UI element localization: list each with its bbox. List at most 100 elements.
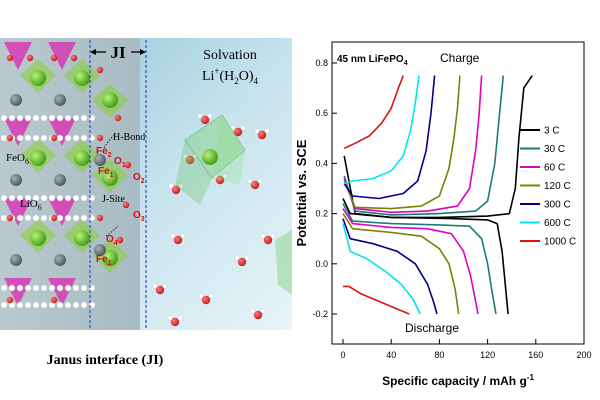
oxygen-site	[24, 114, 32, 122]
oxygen-atom	[96, 214, 104, 222]
oxygen-site	[8, 114, 16, 122]
oxygen-atom	[96, 66, 104, 74]
lithium-atom	[74, 70, 90, 86]
legend-label: 30 C	[544, 144, 565, 155]
oxygen-site	[64, 301, 72, 309]
feo6-octahedron	[4, 42, 32, 70]
oxygen-site	[40, 214, 48, 222]
ji-label: JI	[110, 43, 126, 62]
ji-arrow: JI	[90, 43, 146, 62]
o4-label: O4	[106, 234, 118, 247]
x-axis-label: Specific capacity / mAh g-1	[382, 373, 534, 388]
plot-frame	[331, 41, 585, 345]
water-molecule	[198, 293, 214, 305]
oxygen-site	[72, 114, 80, 122]
water-molecule	[250, 308, 266, 320]
x-tick-label: 200	[576, 350, 591, 360]
j-site-label: J-Site	[102, 194, 125, 205]
oxygen-atom	[6, 54, 14, 62]
charge-curve-2	[343, 75, 483, 214]
oxygen-atom	[124, 161, 132, 169]
oxygen-atom	[116, 236, 124, 244]
oxygen-site	[16, 114, 24, 122]
axis-ticks: 0 40 80 120 160 200 -0.2 0.0 0.2 0.4 0.6 0.8	[312, 58, 591, 360]
oxygen-site	[56, 194, 64, 202]
legend-label: 120 C	[544, 181, 571, 192]
chart-title: 45 nm LiFePO4	[337, 54, 408, 67]
oxygen-site	[48, 194, 56, 202]
solvation-title: Solvation	[203, 48, 257, 63]
water-molecule	[152, 283, 168, 295]
iron-atom	[10, 94, 22, 106]
feo6-label: FeO6	[6, 152, 29, 166]
lithium-atom	[74, 230, 90, 246]
iron-atom	[10, 254, 22, 266]
charge-curve-4	[343, 75, 436, 200]
oxygen-site	[0, 134, 8, 142]
oxygen-site	[72, 134, 80, 142]
oxygen-site	[24, 194, 32, 202]
legend-label: 300 C	[544, 200, 571, 211]
y-tick-label: 0.8	[315, 58, 328, 68]
water-molecule	[254, 128, 270, 140]
series-curves	[342, 75, 533, 315]
oxygen-site	[24, 301, 32, 309]
oxygen-site	[80, 114, 88, 122]
oxygen-site	[40, 284, 48, 292]
oxygen-site	[40, 114, 48, 122]
legend: 3 C 30 C 60 C 120 C 300 C 600 C 1000 C	[520, 126, 576, 248]
oxygen-atom	[26, 54, 34, 62]
oxygen-site	[56, 214, 64, 222]
oxygen-site	[48, 114, 56, 122]
panel-caption: Janus interface (JI)	[47, 353, 164, 368]
oxygen-site	[56, 114, 64, 122]
discharge-curve-3	[342, 213, 460, 315]
oxygen-site	[32, 284, 40, 292]
water-molecule	[167, 315, 183, 327]
discharge-curve-5	[342, 223, 421, 315]
y-tick-label: -0.2	[312, 309, 328, 319]
solvation-formula: Li+(H2O)4	[202, 66, 259, 86]
water-molecule	[197, 113, 213, 125]
discharge-curve-6	[343, 285, 410, 315]
charge-curve-6	[343, 75, 405, 150]
feo6-octahedron	[48, 42, 76, 70]
o3-label: O3	[133, 210, 145, 223]
feo6-octahedron	[4, 198, 32, 226]
oxygen-site	[8, 194, 16, 202]
oxygen-site	[0, 214, 8, 222]
x-tick-label: 80	[434, 350, 444, 360]
oxygen-site	[24, 284, 32, 292]
oxygen-atom	[96, 134, 104, 142]
feo6-octahedron	[4, 118, 32, 146]
legend-label: 1000 C	[544, 237, 576, 248]
iron-atom	[94, 154, 106, 166]
x-tick-label: 160	[528, 350, 543, 360]
legend-label: 60 C	[544, 163, 565, 174]
oxygen-atom	[6, 296, 14, 304]
oxygen-site	[80, 284, 88, 292]
lithium-atom	[30, 150, 46, 166]
o2-label: O2	[133, 172, 145, 185]
oxygen-site	[48, 284, 56, 292]
water-molecules	[152, 113, 276, 327]
oxygen-site	[64, 194, 72, 202]
oxygen-site	[64, 284, 72, 292]
iron-atom	[94, 244, 106, 256]
oxygen-site	[80, 134, 88, 142]
oxygen-site	[72, 301, 80, 309]
discharge-curve-0	[342, 198, 509, 315]
water-molecule	[260, 233, 276, 245]
crystal-lattice	[0, 42, 132, 309]
oxygen-site	[80, 194, 88, 202]
charge-curve-3	[343, 75, 461, 210]
oxygen-site	[56, 134, 64, 142]
rate-capability-chart: 0 40 80 120 160 200 -0.2 0.0 0.2 0.4 0.6 0.8 3 C 30 …	[294, 41, 592, 388]
oxygen-site	[56, 301, 64, 309]
y-axis-label: Potential vs. SCE	[294, 139, 309, 246]
oxygen-site	[32, 134, 40, 142]
legend-label: 3 C	[544, 126, 560, 137]
oxygen-atom	[50, 54, 58, 62]
legend-label: 600 C	[544, 218, 571, 229]
